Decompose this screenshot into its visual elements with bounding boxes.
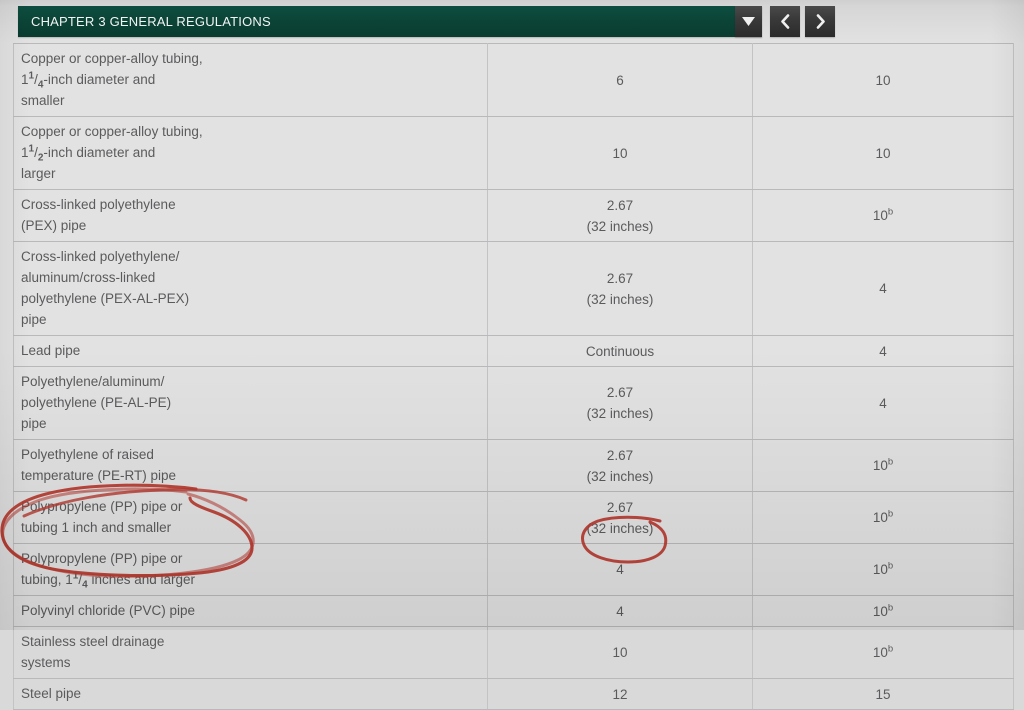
cell-material-description: Polyethylene of raised temperature (PE-RT…: [13, 439, 488, 492]
cell-vertical-spacing: 10: [752, 43, 1014, 117]
cell-material-description: Cross-linked polyethylene (PEX) pipe: [13, 189, 488, 242]
cell-horizontal-spacing: 10: [487, 116, 753, 190]
cell-horizontal-spacing: Continuous: [487, 335, 753, 367]
pipe-support-table: Copper or copper-alloy tubing, 11/4-inch …: [13, 43, 1014, 710]
cell-horizontal-spacing: 4: [487, 543, 753, 596]
cell-vertical-spacing: 10b: [752, 439, 1014, 492]
cell-material-description: Polyethylene/aluminum/polyethylene (PE-A…: [13, 366, 488, 440]
next-page-button[interactable]: [805, 6, 835, 37]
cell-material-description: Copper or copper-alloy tubing, 11/4-inch …: [13, 43, 488, 117]
table-row: Cross-linked polyethylene/aluminum/cross…: [13, 241, 1014, 336]
cell-horizontal-spacing: 2.67 (32 inches): [487, 439, 753, 492]
table-row: Lead pipe Continuous 4: [13, 335, 1014, 367]
cell-horizontal-spacing: 6: [487, 43, 753, 117]
chapter-header-bar: CHAPTER 3 GENERAL REGULATIONS: [18, 6, 762, 37]
cell-material-description: Cross-linked polyethylene/aluminum/cross…: [13, 241, 488, 336]
cell-vertical-spacing: 10b: [752, 491, 1014, 544]
cell-material-description: Steel pipe: [13, 678, 488, 710]
cell-material-description: Polyvinyl chloride (PVC) pipe: [13, 595, 488, 627]
cell-vertical-spacing: 10b: [752, 189, 1014, 242]
table-row: Polypropylene (PP) pipe or tubing, 11/4 i…: [13, 543, 1014, 596]
table-row: Polyethylene of raised temperature (PE-RT…: [13, 439, 1014, 492]
chapter-dropdown-button[interactable]: [735, 6, 762, 37]
cell-vertical-spacing: 15: [752, 678, 1014, 710]
cell-material-description: Polypropylene (PP) pipe or tubing, 11/4 i…: [13, 543, 488, 596]
chevron-left-icon: [780, 14, 791, 29]
cell-horizontal-spacing: 2.67 (32 inches): [487, 366, 753, 440]
cell-horizontal-spacing: 4: [487, 595, 753, 627]
cell-horizontal-spacing: 2.67 (32 inches): [487, 491, 753, 544]
cell-vertical-spacing: 10b: [752, 543, 1014, 596]
table-row: Polyethylene/aluminum/polyethylene (PE-A…: [13, 366, 1014, 440]
page-title: CHAPTER 3 GENERAL REGULATIONS: [31, 14, 271, 29]
cell-vertical-spacing: 10: [752, 116, 1014, 190]
cell-vertical-spacing: 10b: [752, 626, 1014, 679]
table-row: Copper or copper-alloy tubing, 11/4-inch …: [13, 43, 1014, 117]
chevron-down-icon: [742, 17, 755, 26]
cell-vertical-spacing: 10b: [752, 595, 1014, 627]
cell-material-description: Polypropylene (PP) pipe or tubing 1 inch …: [13, 491, 488, 544]
table-row: Stainless steel drainage systems 10 10b: [13, 626, 1014, 679]
cell-horizontal-spacing: 2.67 (32 inches): [487, 189, 753, 242]
cell-vertical-spacing: 4: [752, 366, 1014, 440]
cell-material-description: Copper or copper-alloy tubing, 11/2-inch …: [13, 116, 488, 190]
pipe-support-table-container: Copper or copper-alloy tubing, 11/4-inch …: [13, 43, 1014, 710]
previous-page-button[interactable]: [770, 6, 800, 37]
cell-material-description: Lead pipe: [13, 335, 488, 367]
cell-vertical-spacing: 4: [752, 335, 1014, 367]
table-row: Cross-linked polyethylene (PEX) pipe 2.67(…: [13, 189, 1014, 242]
table-row: Polypropylene (PP) pipe or tubing 1 inch …: [13, 491, 1014, 544]
cell-vertical-spacing: 4: [752, 241, 1014, 336]
table-row: Steel pipe 12 15: [13, 678, 1014, 710]
chevron-right-icon: [815, 14, 826, 29]
cell-horizontal-spacing: 10: [487, 626, 753, 679]
table-row: Polyvinyl chloride (PVC) pipe 4 10b: [13, 595, 1014, 627]
table-row: Copper or copper-alloy tubing, 11/2-inch …: [13, 116, 1014, 190]
cell-horizontal-spacing: 12: [487, 678, 753, 710]
cell-horizontal-spacing: 2.67 (32 inches): [487, 241, 753, 336]
cell-material-description: Stainless steel drainage systems: [13, 626, 488, 679]
